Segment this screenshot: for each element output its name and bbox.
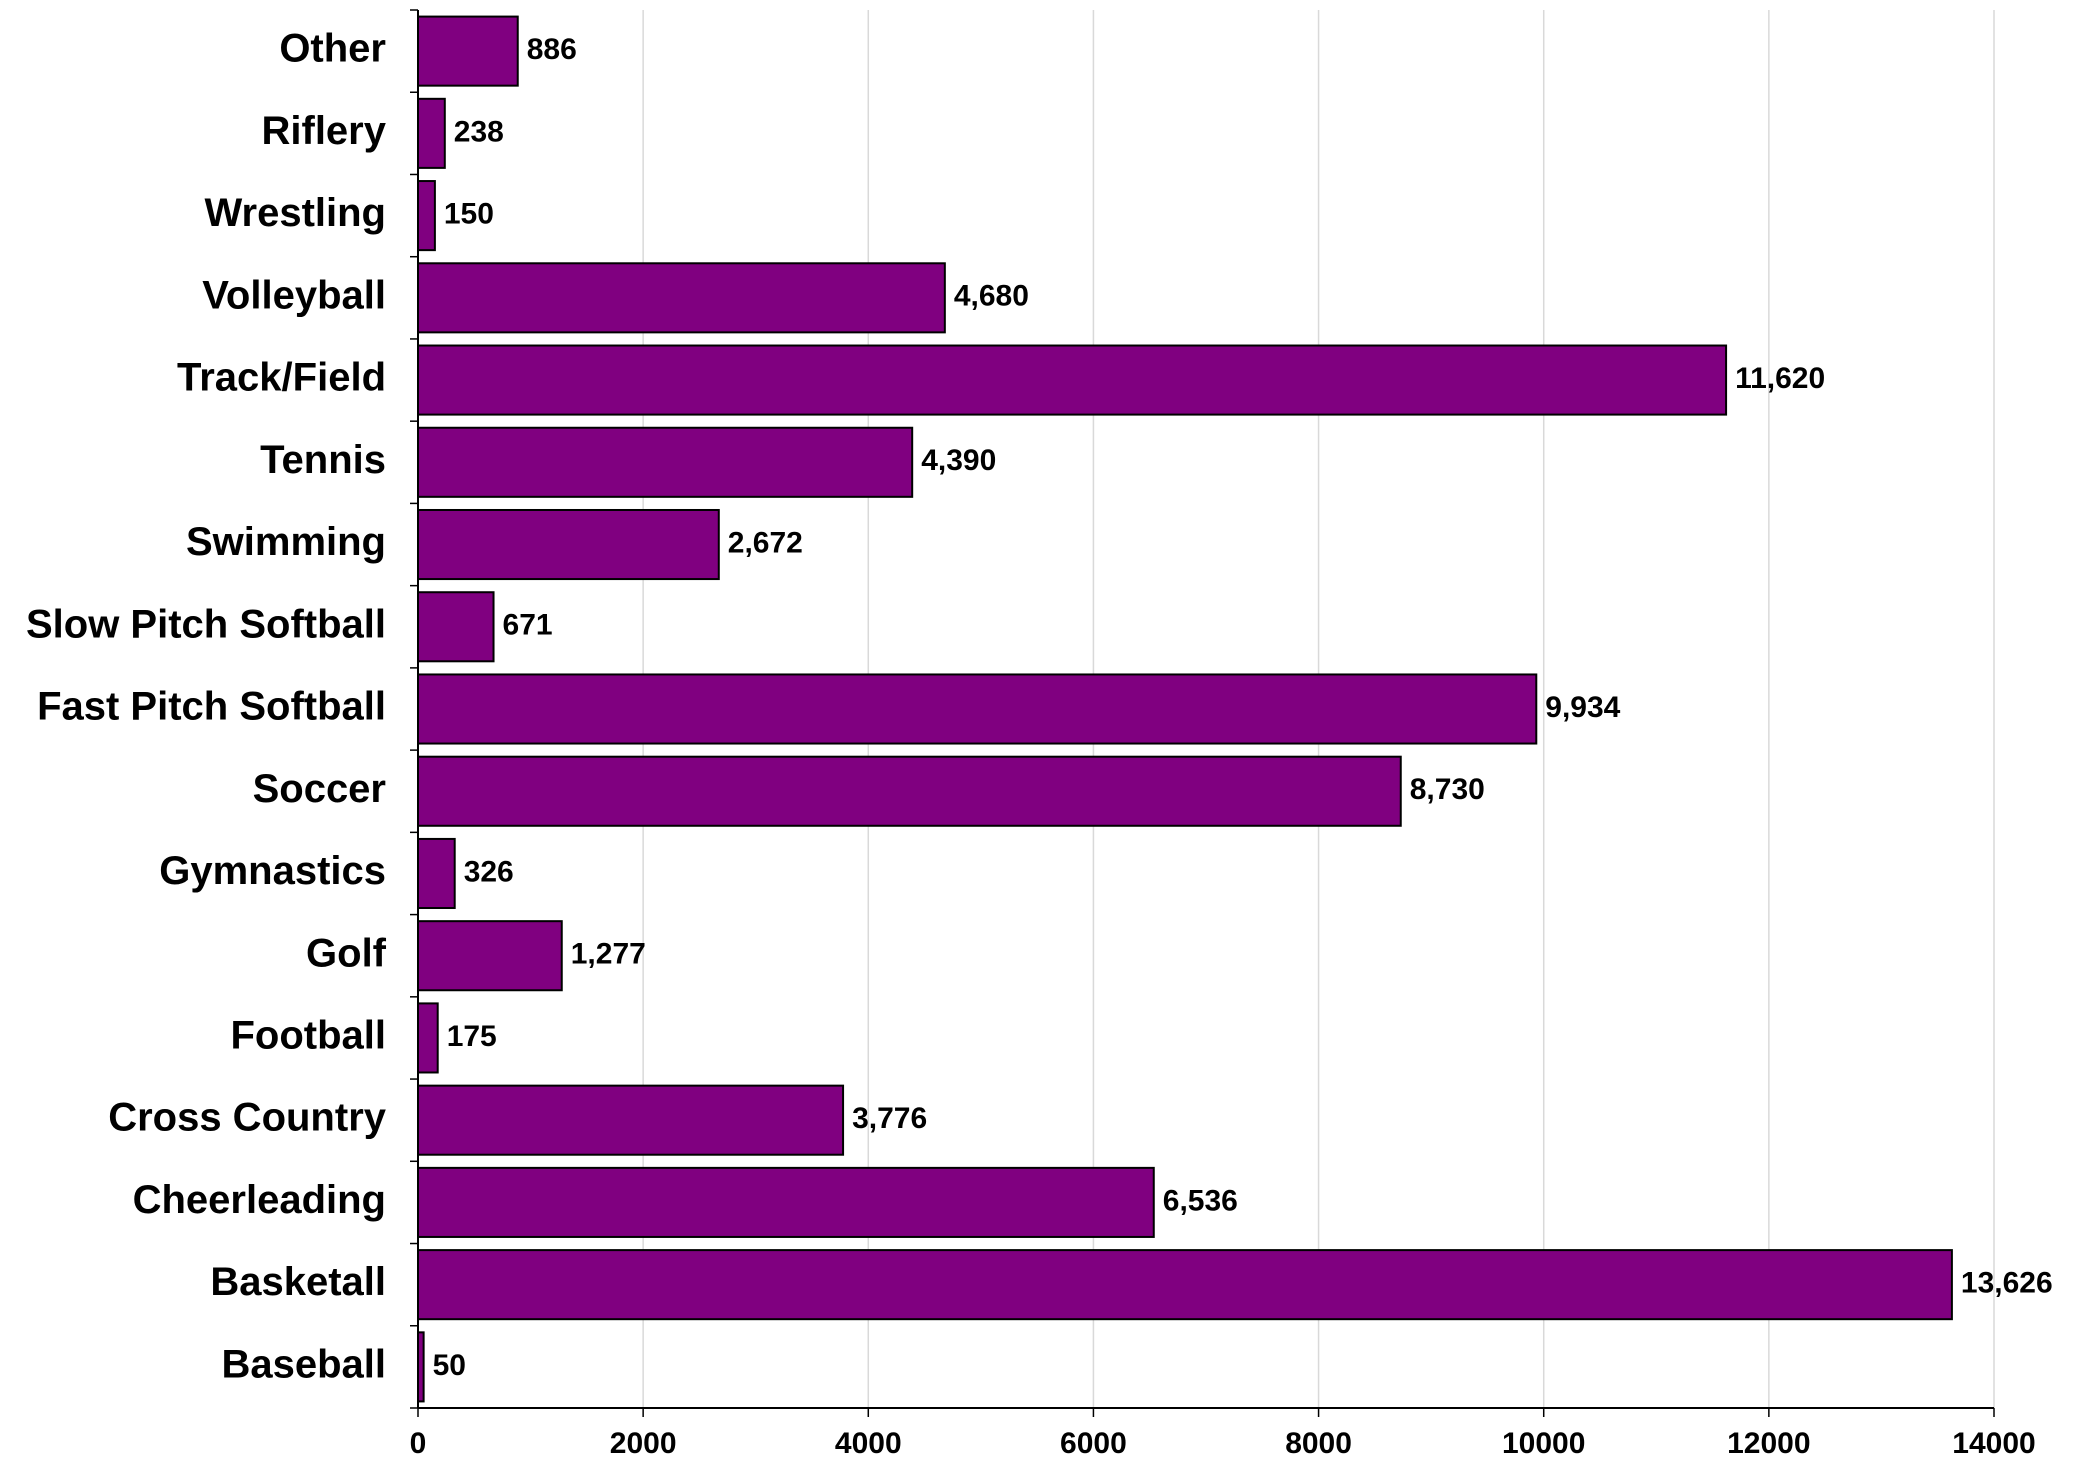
category-label: Fast Pitch Softball (37, 685, 386, 729)
x-tick-label: 4000 (835, 1427, 902, 1460)
bar (417, 1166, 1155, 1238)
data-label: 150 (444, 198, 494, 231)
category-label: Riflery (262, 109, 387, 153)
data-label: 886 (527, 33, 577, 66)
data-label: 11,620 (1735, 362, 1825, 395)
data-label: 4,680 (954, 280, 1029, 313)
data-label: 13,626 (1961, 1267, 2053, 1300)
x-tick-label: 6000 (1060, 1427, 1127, 1460)
data-label: 175 (447, 1020, 497, 1053)
bar (417, 15, 519, 87)
data-label: 2,672 (728, 526, 803, 559)
data-label: 326 (464, 855, 514, 888)
category-label: Slow Pitch Softball (26, 602, 386, 646)
bar (417, 1249, 1953, 1321)
data-label: 238 (454, 115, 504, 148)
bar (417, 262, 946, 334)
category-label: Track/Field (177, 356, 386, 400)
bar (417, 508, 720, 581)
x-tick-label: 10000 (1502, 1427, 1585, 1460)
data-label: 6,536 (1163, 1184, 1238, 1217)
x-tick-label: 2000 (610, 1427, 677, 1460)
category-label: Baseball (221, 1342, 386, 1386)
x-tick-label: 12000 (1727, 1427, 1810, 1460)
category-label: Wrestling (204, 191, 386, 235)
bar (417, 344, 1728, 416)
axes (410, 9, 1995, 1417)
bar (417, 426, 914, 498)
category-label: Tennis (260, 438, 386, 482)
category-label: Football (230, 1014, 386, 1058)
bar (417, 1084, 845, 1156)
data-label: 8,730 (1410, 773, 1485, 806)
bar (417, 755, 1402, 827)
bar (417, 1002, 439, 1074)
category-label: Other (279, 27, 386, 71)
x-tick-label: 8000 (1285, 1427, 1352, 1460)
x-tick-label: 0 (410, 1427, 427, 1460)
category-label: Cheerleading (133, 1178, 386, 1222)
bar (417, 180, 436, 252)
category-label: Volleyball (202, 273, 386, 317)
category-label: Golf (306, 931, 387, 975)
bars (417, 15, 1953, 1403)
data-label: 1,277 (571, 938, 646, 971)
bar (417, 673, 1538, 745)
labels: Other 886 Riflery 238 Wrestling 150 Volleyball… (26, 27, 2053, 1460)
category-label: Soccer (253, 767, 386, 811)
category-label: Cross Country (108, 1096, 387, 1140)
category-label: Gymnastics (159, 849, 386, 893)
data-label: 3,776 (852, 1102, 927, 1135)
data-label: 50 (433, 1349, 466, 1382)
data-label: 9,934 (1545, 691, 1620, 724)
bar (417, 837, 456, 910)
category-label: Swimming (186, 520, 386, 564)
bar (417, 97, 446, 169)
x-tick-label: 14000 (1952, 1427, 2035, 1460)
bar (417, 591, 495, 663)
bar (417, 920, 563, 992)
data-label: 4,390 (921, 444, 996, 477)
category-label: Basketall (210, 1260, 386, 1304)
data-label: 671 (503, 609, 553, 642)
